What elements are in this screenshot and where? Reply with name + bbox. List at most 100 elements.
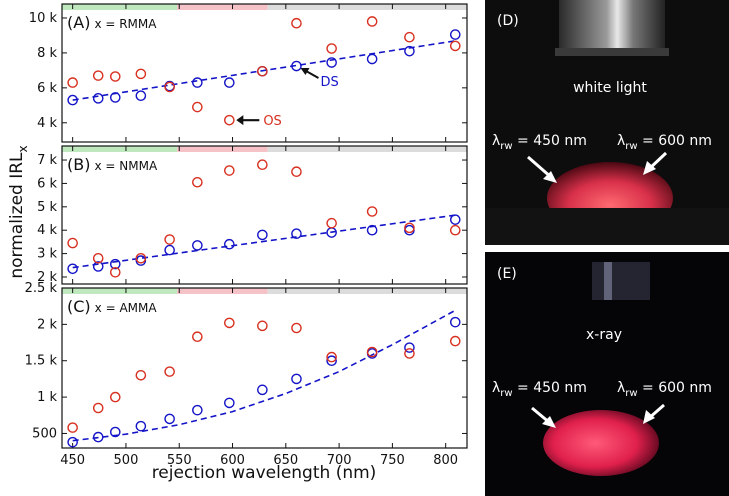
band-gray: [267, 146, 467, 152]
panel-0: 4 k 6 k 8 k 10 k (A) x = RMMA DS OS: [29, 3, 468, 143]
os-point: [404, 31, 415, 43]
panel-letter: (B): [67, 155, 90, 174]
os-point: [291, 17, 302, 29]
ds-point: [449, 214, 461, 225]
y-tick-label: 10 k: [29, 11, 58, 26]
os-point: [67, 422, 78, 433]
y-tick-label: 4 k: [37, 223, 57, 238]
x-tick-label: 700: [327, 453, 352, 468]
panel-label: (B) x = NMMA: [67, 155, 158, 174]
os-point: [257, 159, 268, 171]
os-point: [326, 217, 337, 229]
y-tick-label: 3 k: [37, 247, 57, 262]
ds-point: [192, 240, 203, 251]
ds-point: [109, 92, 121, 103]
os-point: [449, 40, 461, 52]
photo-d-letter: (D): [497, 13, 519, 29]
photo-d-arrowhead-right: [643, 161, 656, 175]
band-green: [62, 4, 178, 10]
os-point: [164, 81, 175, 93]
os-point: [224, 114, 235, 126]
annotation-arrowhead: [236, 115, 244, 126]
os-point: [92, 402, 104, 414]
band-green: [62, 146, 178, 152]
os-point: [404, 348, 415, 359]
ds-point: [366, 224, 378, 236]
ds-point: [192, 77, 203, 88]
photo-d-lambda-right: λrw = 600 nm: [617, 133, 712, 152]
ds-point: [224, 397, 235, 409]
x-tick-label: 600: [220, 453, 245, 468]
ds-point: [164, 413, 175, 425]
y-tick-label: 1.5 k: [25, 354, 58, 369]
y-tick-label: 4 k: [37, 116, 57, 131]
photo-d: (D) white light λrw = 450 nm λrw = 600 n…: [485, 0, 729, 245]
band-gray: [267, 4, 467, 10]
ds-point: [67, 436, 78, 448]
chart-panels: 4 k 6 k 8 k 10 k (A) x = RMMA DS OS 2 k 3 k 4 k 5 k…: [25, 3, 468, 468]
ds-point: [135, 90, 147, 102]
ds-point: [192, 404, 203, 416]
band-pink: [177, 4, 268, 10]
panel-text: x = RMMA: [94, 17, 157, 31]
os-point: [135, 369, 147, 381]
os-point: [449, 335, 461, 347]
os-point: [67, 237, 78, 249]
ds-point: [291, 228, 302, 240]
os-point: [224, 165, 235, 176]
ds-point: [326, 57, 337, 68]
ds-point: [109, 426, 121, 438]
panel-letter: (C): [67, 297, 91, 316]
os-point: [92, 70, 104, 81]
y-tick-label: 8 k: [37, 46, 57, 61]
y-tick-label: 1 k: [37, 390, 57, 405]
os-point: [135, 68, 147, 80]
y-tick-label: 7 k: [37, 153, 57, 168]
ds-point: [67, 263, 78, 275]
os-point: [192, 176, 203, 188]
os-point: [109, 267, 121, 278]
panel-frame: [61, 287, 468, 449]
photo-d-lambda-left: λrw = 450 nm: [492, 133, 587, 152]
panel-text: x = NMMA: [94, 159, 157, 173]
x-tick-label: 450: [60, 453, 85, 468]
fit-line: [72, 39, 457, 101]
fit-line: [72, 214, 457, 269]
ds-point: [109, 258, 121, 270]
y-tick-label: 2 k: [37, 317, 57, 332]
ds-point: [224, 238, 235, 250]
y-tick-label: 5 k: [37, 200, 57, 215]
photo-e-lambda-left: λrw = 450 nm: [492, 380, 587, 399]
ds-point: [366, 53, 378, 65]
photo-d-rod: [559, 0, 665, 50]
panel-label: (A) x = RMMA: [67, 13, 157, 32]
ds-point: [92, 431, 104, 443]
y-tick-label: 500: [32, 426, 57, 441]
x-tick-label: 650: [273, 453, 298, 468]
os-point: [192, 331, 203, 343]
ds-point: [257, 229, 268, 241]
photo-d-floor: [485, 208, 729, 245]
y-tick-label: 2.5 k: [25, 281, 58, 296]
ds-point: [224, 77, 235, 88]
ds-point: [164, 244, 175, 256]
os-point: [291, 322, 302, 334]
band-green: [62, 288, 178, 294]
os-point: [404, 222, 415, 234]
ds-point: [67, 94, 78, 106]
annotation-os: OS: [263, 114, 281, 129]
os-point: [109, 391, 121, 403]
os-point: [291, 166, 302, 178]
ds-point: [257, 384, 268, 396]
ds-point: [404, 45, 415, 57]
os-point: [326, 351, 337, 363]
os-point: [109, 71, 121, 82]
panel-text: x = AMMA: [95, 301, 158, 315]
panel-letter: (A): [67, 13, 90, 32]
photo-e-arrowhead-left: [542, 416, 556, 428]
photo-d-rod-base: [555, 48, 669, 56]
os-point: [257, 320, 268, 332]
